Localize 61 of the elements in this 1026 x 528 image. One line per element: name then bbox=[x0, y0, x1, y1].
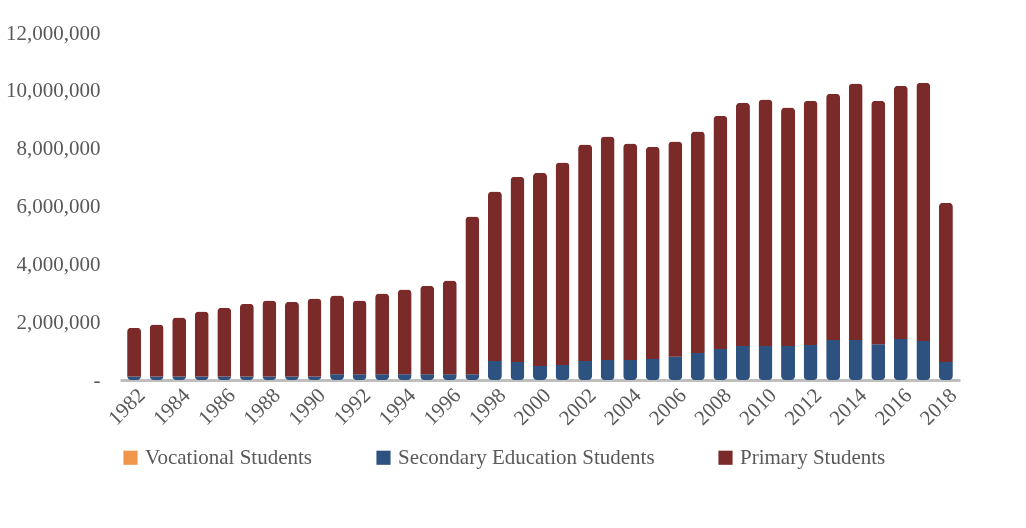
bar bbox=[871, 100, 886, 345]
bar bbox=[713, 115, 728, 350]
bar bbox=[690, 131, 705, 354]
y-tick-label: - bbox=[93, 367, 101, 392]
bar bbox=[465, 216, 480, 375]
bar bbox=[623, 143, 638, 361]
bar bbox=[735, 102, 750, 346]
bar bbox=[420, 285, 435, 375]
bar bbox=[781, 107, 796, 346]
bar bbox=[645, 146, 660, 359]
bar bbox=[758, 99, 773, 346]
bar bbox=[533, 172, 547, 367]
bar bbox=[510, 362, 525, 380]
bar bbox=[871, 344, 886, 380]
bar bbox=[916, 82, 931, 341]
bar bbox=[713, 349, 728, 380]
bar bbox=[690, 353, 705, 380]
legend-label: Vocational Students bbox=[145, 444, 313, 469]
bar bbox=[578, 144, 593, 361]
bar bbox=[194, 311, 209, 377]
bar bbox=[442, 280, 457, 375]
legend-label: Primary Students bbox=[740, 444, 886, 469]
bar bbox=[735, 345, 750, 380]
bar bbox=[375, 293, 390, 375]
y-tick-label: 2,000,000 bbox=[16, 309, 101, 334]
bar bbox=[533, 366, 547, 380]
bar bbox=[262, 300, 277, 377]
bar bbox=[127, 327, 142, 377]
bar bbox=[758, 345, 773, 380]
y-tick-label: 10,000,000 bbox=[6, 78, 101, 103]
bar bbox=[848, 340, 863, 380]
y-tick-label: 4,000,000 bbox=[16, 251, 101, 276]
bar bbox=[487, 191, 502, 361]
bar bbox=[149, 324, 164, 377]
bar bbox=[803, 100, 818, 346]
y-tick-label: 12,000,000 bbox=[6, 20, 101, 45]
bar bbox=[893, 338, 908, 380]
bar bbox=[938, 202, 953, 363]
bar bbox=[826, 340, 841, 380]
bar bbox=[239, 303, 254, 377]
bar bbox=[803, 345, 818, 380]
bar bbox=[307, 298, 322, 377]
y-tick-label: 8,000,000 bbox=[16, 136, 101, 161]
y-tick-label: 6,000,000 bbox=[16, 194, 101, 218]
bar bbox=[916, 340, 931, 380]
bar bbox=[668, 141, 683, 357]
bar bbox=[397, 289, 412, 375]
bar bbox=[172, 317, 187, 377]
bar bbox=[284, 301, 299, 377]
bar bbox=[555, 162, 570, 365]
bar bbox=[600, 136, 615, 361]
bar bbox=[826, 93, 841, 341]
bar bbox=[893, 85, 908, 339]
bar bbox=[510, 176, 525, 363]
bar bbox=[217, 307, 232, 377]
bar bbox=[330, 295, 345, 375]
legend-label: Secondary Education Students bbox=[398, 444, 655, 469]
bar bbox=[848, 83, 863, 341]
bar bbox=[781, 345, 796, 380]
bar bbox=[600, 360, 615, 380]
bar bbox=[352, 300, 367, 375]
